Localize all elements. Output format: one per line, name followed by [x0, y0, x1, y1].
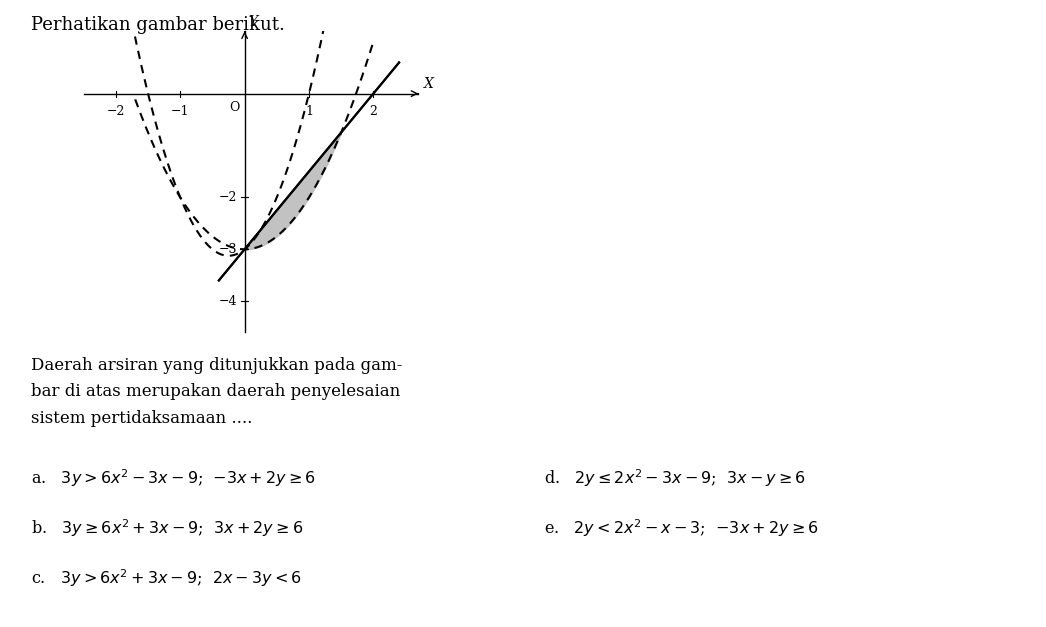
Text: e.   $2y < 2x^2 - x - 3$;  $-3x + 2y \geq 6$: e. $2y < 2x^2 - x - 3$; $-3x + 2y \geq 6… — [544, 517, 819, 539]
Text: Daerah arsiran yang ditunjukkan pada gam-
bar di atas merupakan daerah penyelesa: Daerah arsiran yang ditunjukkan pada gam… — [31, 357, 403, 426]
Text: a.   $3y > 6x^2 - 3x - 9$;  $-3x + 2y \geq 6$: a. $3y > 6x^2 - 3x - 9$; $-3x + 2y \geq … — [31, 467, 316, 489]
Text: −2: −2 — [107, 105, 126, 118]
Text: 2: 2 — [369, 105, 378, 118]
Text: 1: 1 — [305, 105, 313, 118]
Text: Y: Y — [249, 15, 257, 29]
Text: −4: −4 — [219, 295, 236, 308]
Text: d.   $2y \leq 2x^2 - 3x - 9$;  $3x - y \geq 6$: d. $2y \leq 2x^2 - 3x - 9$; $3x - y \geq… — [544, 467, 806, 489]
Text: O: O — [229, 102, 240, 114]
Text: c.   $3y > 6x^2 + 3x - 9$;  $2x - 3y < 6$: c. $3y > 6x^2 + 3x - 9$; $2x - 3y < 6$ — [31, 567, 302, 589]
Text: −1: −1 — [170, 105, 189, 118]
Text: Perhatikan gambar berikut.: Perhatikan gambar berikut. — [31, 16, 286, 34]
Text: −2: −2 — [219, 191, 236, 204]
Text: b.   $3y \geq 6x^2 + 3x - 9$;  $3x + 2y \geq 6$: b. $3y \geq 6x^2 + 3x - 9$; $3x + 2y \ge… — [31, 517, 303, 539]
Text: X: X — [424, 77, 433, 91]
Text: −3: −3 — [219, 243, 236, 256]
